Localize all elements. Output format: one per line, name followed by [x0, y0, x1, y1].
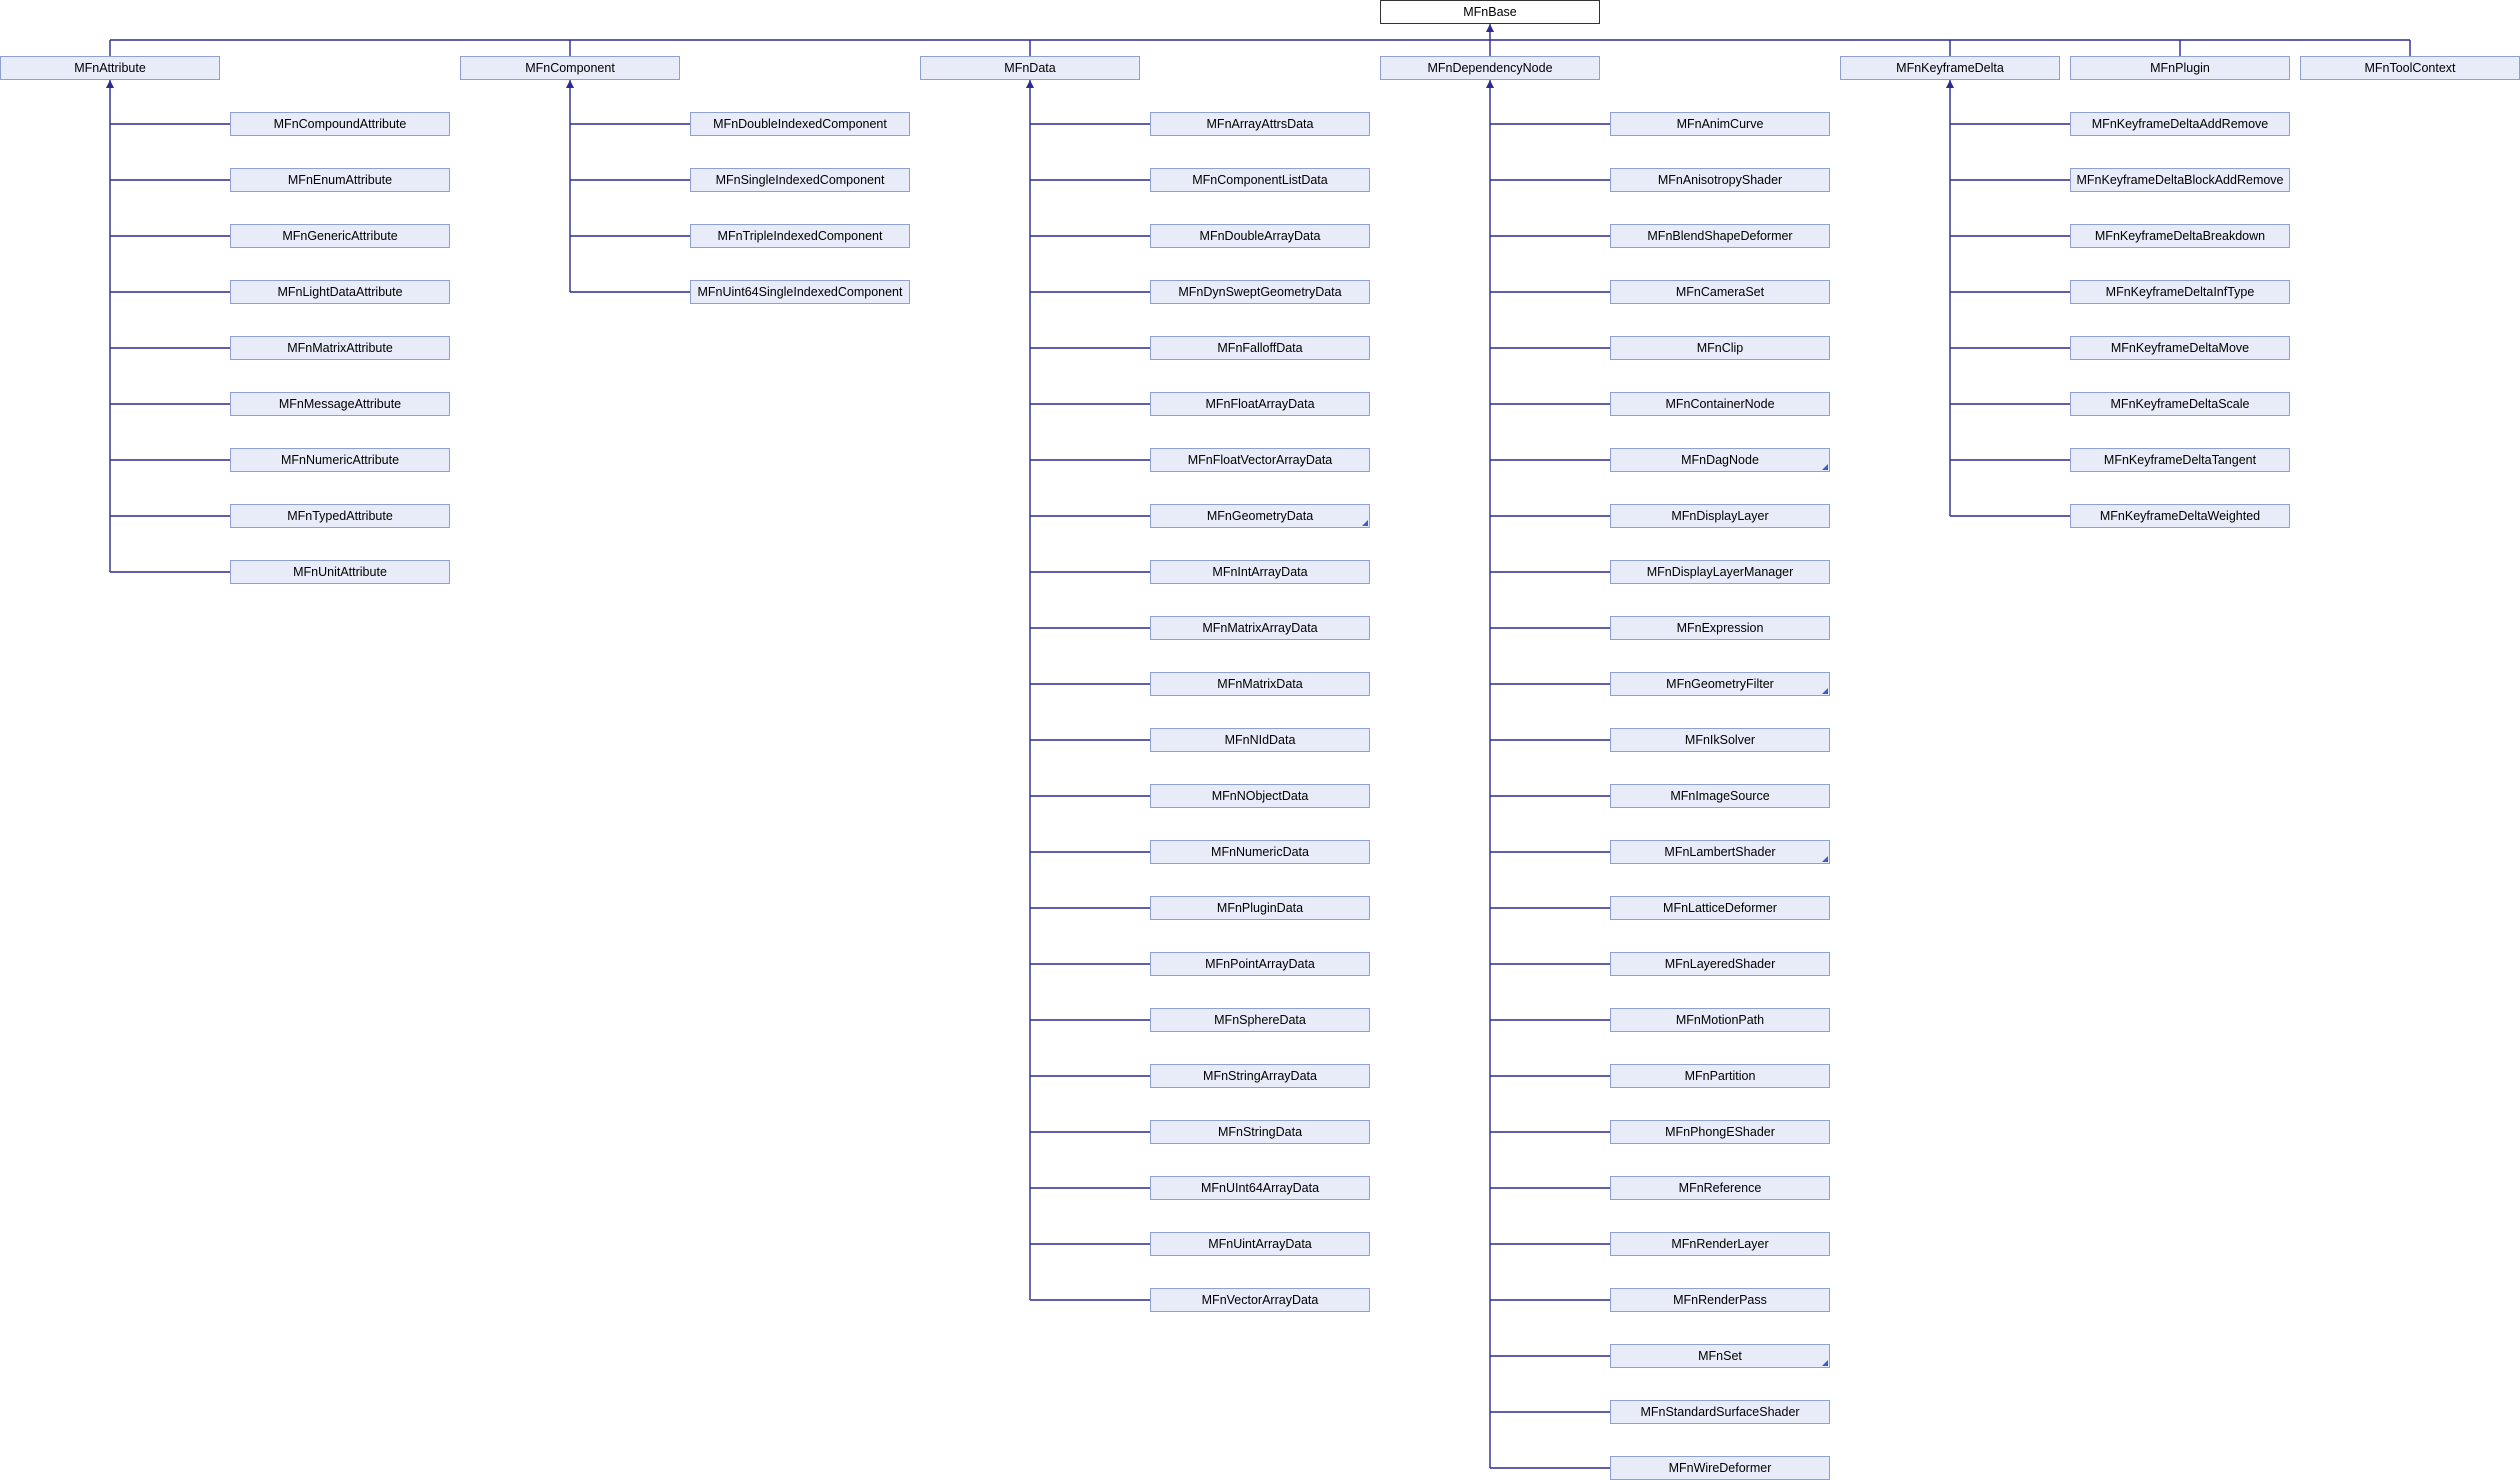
- child-node-mfnkeyframedeltaweighted[interactable]: MFnKeyframeDeltaWeighted: [2070, 504, 2290, 528]
- child-node-mfnuint64arraydata[interactable]: MFnUInt64ArrayData: [1150, 1176, 1370, 1200]
- child-node-mfnclip[interactable]: MFnClip: [1610, 336, 1830, 360]
- child-node-mfnuintarraydata[interactable]: MFnUintArrayData: [1150, 1232, 1370, 1256]
- group-arrowhead-mfndependencynode: [1486, 80, 1494, 88]
- child-node-mfntypedattribute[interactable]: MFnTypedAttribute: [230, 504, 450, 528]
- child-node-mfndisplaylayermanager[interactable]: MFnDisplayLayerManager: [1610, 560, 1830, 584]
- child-node-mfnarrayattrsdata[interactable]: MFnArrayAttrsData: [1150, 112, 1370, 136]
- child-node-mfnfloatarraydata[interactable]: MFnFloatArrayData: [1150, 392, 1370, 416]
- child-node-mfnmessageattribute[interactable]: MFnMessageAttribute: [230, 392, 450, 416]
- group-node-mfndependencynode[interactable]: MFnDependencyNode: [1380, 56, 1600, 80]
- child-node-mfnlatticedeformer[interactable]: MFnLatticeDeformer: [1610, 896, 1830, 920]
- child-node-mfnstandardsurfaceshader[interactable]: MFnStandardSurfaceShader: [1610, 1400, 1830, 1424]
- child-node-mfnstringdata[interactable]: MFnStringData: [1150, 1120, 1370, 1144]
- group-node-mfndata[interactable]: MFnData: [920, 56, 1140, 80]
- child-node-mfngeometryfilter[interactable]: MFnGeometryFilter: [1610, 672, 1830, 696]
- child-node-mfnimagesource[interactable]: MFnImageSource: [1610, 784, 1830, 808]
- child-node-mfnuint64singleindexedcomponent[interactable]: MFnUint64SingleIndexedComponent: [690, 280, 910, 304]
- child-node-mfnrenderlayer[interactable]: MFnRenderLayer: [1610, 1232, 1830, 1256]
- child-node-mfnunitattribute[interactable]: MFnUnitAttribute: [230, 560, 450, 584]
- child-node-mfnenumattribute[interactable]: MFnEnumAttribute: [230, 168, 450, 192]
- child-node-mfnmotionpath[interactable]: MFnMotionPath: [1610, 1008, 1830, 1032]
- child-node-mfnintarraydata[interactable]: MFnIntArrayData: [1150, 560, 1370, 584]
- child-node-mfnkeyframedeltablockaddremove[interactable]: MFnKeyframeDeltaBlockAddRemove: [2070, 168, 2290, 192]
- group-arrowhead-mfnkeyframedelta: [1946, 80, 1954, 88]
- child-node-mfnexpression[interactable]: MFnExpression: [1610, 616, 1830, 640]
- child-node-mfnwiredeformer[interactable]: MFnWireDeformer: [1610, 1456, 1830, 1480]
- child-node-mfnkeyframedeltabreakdown[interactable]: MFnKeyframeDeltaBreakdown: [2070, 224, 2290, 248]
- child-node-mfnnumericattribute[interactable]: MFnNumericAttribute: [230, 448, 450, 472]
- child-node-mfnmatrixdata[interactable]: MFnMatrixData: [1150, 672, 1370, 696]
- group-node-mfntoolcontext[interactable]: MFnToolContext: [2300, 56, 2520, 80]
- child-node-mfndisplaylayer[interactable]: MFnDisplayLayer: [1610, 504, 1830, 528]
- child-node-mfnreference[interactable]: MFnReference: [1610, 1176, 1830, 1200]
- child-node-mfndoubleindexedcomponent[interactable]: MFnDoubleIndexedComponent: [690, 112, 910, 136]
- child-node-mfnkeyframedeltainftype[interactable]: MFnKeyframeDeltaInfType: [2070, 280, 2290, 304]
- child-node-mfnniddata[interactable]: MFnNIdData: [1150, 728, 1370, 752]
- child-node-mfnspheredata[interactable]: MFnSphereData: [1150, 1008, 1370, 1032]
- child-node-mfnpointarraydata[interactable]: MFnPointArrayData: [1150, 952, 1370, 976]
- child-node-mfnanisotropyshader[interactable]: MFnAnisotropyShader: [1610, 168, 1830, 192]
- child-node-mfnmatrixattribute[interactable]: MFnMatrixAttribute: [230, 336, 450, 360]
- child-node-mfnset[interactable]: MFnSet: [1610, 1344, 1830, 1368]
- child-node-mfnlayeredshader[interactable]: MFnLayeredShader: [1610, 952, 1830, 976]
- child-node-mfnlightdataattribute[interactable]: MFnLightDataAttribute: [230, 280, 450, 304]
- child-node-mfnkeyframedeltaaddremove[interactable]: MFnKeyframeDeltaAddRemove: [2070, 112, 2290, 136]
- child-node-mfnfloatvectorarraydata[interactable]: MFnFloatVectorArrayData: [1150, 448, 1370, 472]
- child-node-mfnsingleindexedcomponent[interactable]: MFnSingleIndexedComponent: [690, 168, 910, 192]
- child-node-mfngeometrydata[interactable]: MFnGeometryData: [1150, 504, 1370, 528]
- root-node-mfnbase[interactable]: MFnBase: [1380, 0, 1600, 24]
- child-node-mfnpartition[interactable]: MFnPartition: [1610, 1064, 1830, 1088]
- child-node-mfngenericattribute[interactable]: MFnGenericAttribute: [230, 224, 450, 248]
- group-node-mfnplugin[interactable]: MFnPlugin: [2070, 56, 2290, 80]
- child-node-mfnlambertshader[interactable]: MFnLambertShader: [1610, 840, 1830, 864]
- child-node-mfnmatrixarraydata[interactable]: MFnMatrixArrayData: [1150, 616, 1370, 640]
- group-arrowhead-mfnattribute: [106, 80, 114, 88]
- child-node-mfnnobjectdata[interactable]: MFnNObjectData: [1150, 784, 1370, 808]
- child-node-mfnkeyframedeltatangent[interactable]: MFnKeyframeDeltaTangent: [2070, 448, 2290, 472]
- child-node-mfnrenderpass[interactable]: MFnRenderPass: [1610, 1288, 1830, 1312]
- child-node-mfncontainernode[interactable]: MFnContainerNode: [1610, 392, 1830, 416]
- child-node-mfntripleindexedcomponent[interactable]: MFnTripleIndexedComponent: [690, 224, 910, 248]
- child-node-mfnphongeshader[interactable]: MFnPhongEShader: [1610, 1120, 1830, 1144]
- child-node-mfndynsweptgeometrydata[interactable]: MFnDynSweptGeometryData: [1150, 280, 1370, 304]
- child-node-mfnkeyframedeltascale[interactable]: MFnKeyframeDeltaScale: [2070, 392, 2290, 416]
- child-node-mfnstringarraydata[interactable]: MFnStringArrayData: [1150, 1064, 1370, 1088]
- child-node-mfnplugindata[interactable]: MFnPluginData: [1150, 896, 1370, 920]
- group-arrowhead-mfncomponent: [566, 80, 574, 88]
- child-node-mfnvectorarraydata[interactable]: MFnVectorArrayData: [1150, 1288, 1370, 1312]
- child-node-mfndoublearraydata[interactable]: MFnDoubleArrayData: [1150, 224, 1370, 248]
- group-arrowhead-mfndata: [1026, 80, 1034, 88]
- child-node-mfncomponentlistdata[interactable]: MFnComponentListData: [1150, 168, 1370, 192]
- child-node-mfncompoundattribute[interactable]: MFnCompoundAttribute: [230, 112, 450, 136]
- group-node-mfnkeyframedelta[interactable]: MFnKeyframeDelta: [1840, 56, 2060, 80]
- child-node-mfnblendshapedeformer[interactable]: MFnBlendShapeDeformer: [1610, 224, 1830, 248]
- child-node-mfniksolver[interactable]: MFnIkSolver: [1610, 728, 1830, 752]
- child-node-mfncameraset[interactable]: MFnCameraSet: [1610, 280, 1830, 304]
- child-node-mfnkeyframedeltamove[interactable]: MFnKeyframeDeltaMove: [2070, 336, 2290, 360]
- child-node-mfnanimcurve[interactable]: MFnAnimCurve: [1610, 112, 1830, 136]
- group-node-mfncomponent[interactable]: MFnComponent: [460, 56, 680, 80]
- group-node-mfnattribute[interactable]: MFnAttribute: [0, 56, 220, 80]
- root-arrowhead: [1486, 24, 1494, 32]
- child-node-mfndagnode[interactable]: MFnDagNode: [1610, 448, 1830, 472]
- child-node-mfnnumericdata[interactable]: MFnNumericData: [1150, 840, 1370, 864]
- child-node-mfnfalloffdata[interactable]: MFnFalloffData: [1150, 336, 1370, 360]
